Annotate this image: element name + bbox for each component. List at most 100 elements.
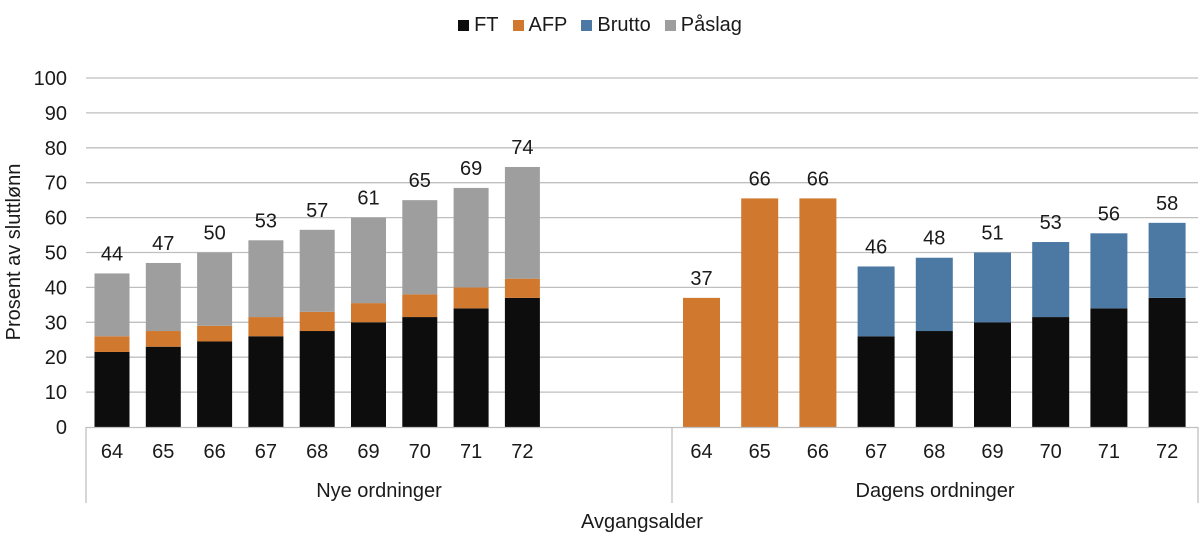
total-data-label: 65 [409,170,431,192]
total-data-label: 48 [923,228,945,250]
bar-segment-brutto [1148,222,1186,298]
x-tick-label: 72 [511,441,533,463]
bar-segment-afp [402,294,438,318]
bar-segment-ft [915,331,953,427]
x-tick-label: 67 [255,441,277,463]
bar-segment-paslag [299,229,335,312]
y-tick-label: 50 [45,243,67,265]
total-data-label: 69 [460,158,482,180]
bars [94,166,1186,427]
bar-segment-afp [248,317,284,337]
x-tick-label: 69 [981,441,1003,463]
y-tick-label: 30 [45,312,67,334]
total-data-label: 56 [1098,203,1120,225]
bar-segment-paslag [197,252,233,326]
total-data-label: 53 [1040,212,1062,234]
total-data-label: 66 [749,168,771,190]
legend-item-afp: AFP [512,14,568,37]
bar-segment-afp [299,311,335,332]
bar-segment-brutto [857,266,895,337]
legend-item-paslag: Påslag [664,14,742,37]
bar-segment-ft [974,322,1011,427]
y-tick-label: 100 [34,68,67,90]
bar-segment-paslag [145,262,181,332]
x-tick-label: 68 [306,441,328,463]
bar-segment-afp [504,278,540,298]
bar-segment-afp [799,198,837,427]
x-tick-label: 68 [923,441,945,463]
y-tick-label: 40 [45,277,67,299]
bar-segment-ft [453,308,489,427]
x-tick-label: 70 [409,441,431,463]
bar-segment-ft [402,317,438,427]
total-data-label: 44 [101,243,123,265]
x-axis-label: Avgangsalder [581,511,703,533]
bar-segment-afp [453,287,489,309]
x-tick-label: 69 [357,441,379,463]
x-tick-label: 66 [807,441,829,463]
bar-segment-ft [248,336,284,427]
bar-segment-ft [197,341,233,427]
legend-label-afp: AFP [528,14,568,36]
x-tick-label: 65 [152,441,174,463]
bar-segment-ft [1032,317,1070,427]
legend-label-brutto: Brutto [597,14,651,36]
bar-segment-paslag [453,187,489,288]
x-tick-label: 70 [1040,441,1062,463]
legend-label-paslag: Påslag [680,14,742,36]
x-tick-label: 64 [101,441,123,463]
data-labels: 44 47 50 53 57 61 65 69 74 37 66 66 46 48 51 53 56 58 [101,137,1178,290]
bar-segment-paslag [402,200,438,295]
x-tick-label: 66 [203,441,225,463]
x-tick-label: 71 [460,441,482,463]
bar-segment-brutto [974,252,1011,323]
x-tick-label: 65 [749,441,771,463]
total-data-label: 50 [203,223,225,245]
x-tick-label: 64 [690,441,712,463]
x-tick-label: 71 [1098,441,1120,463]
bar-segment-brutto [1032,242,1070,318]
total-data-label: 74 [511,137,533,159]
bar-segment-afp [145,331,181,347]
bar-segment-paslag [504,166,540,279]
bar-segment-ft [504,297,540,427]
legend-item-ft: FT [458,14,499,37]
bar-segment-ft [351,322,386,427]
x-axis: 64 65 66 67 68 69 70 71 72 Nye ordninger 64 65 66 67 6… [85,426,1199,503]
bar-segment-ft [1090,308,1128,427]
total-data-label: 53 [255,210,277,232]
x-tick-label: 67 [865,441,887,463]
bar-segment-ft [857,336,895,427]
bar-segment-ft [145,346,181,427]
y-axis-ticks: 0 10 20 30 40 50 60 70 80 90 100 [34,68,67,439]
group-label: Dagens ordninger [856,480,1015,502]
legend-swatch-afp [512,20,524,31]
bar-segment-paslag [351,217,386,304]
total-data-label: 57 [306,200,328,222]
y-tick-label: 60 [45,208,67,230]
bar-segment-paslag [248,240,284,318]
y-tick-label: 80 [45,138,67,160]
total-data-label: 51 [981,223,1003,245]
total-data-label: 47 [152,233,174,255]
bar-segment-ft [1148,297,1186,427]
y-axis-label: Prosent av sluttlønn [3,164,25,341]
legend-swatch-paslag [664,20,676,31]
bar-segment-afp [351,303,386,323]
y-tick-label: 10 [45,382,67,404]
group-label: Nye ordninger [316,480,442,502]
y-tick-label: 0 [56,417,67,439]
legend-swatch-brutto [581,20,593,31]
legend: FT AFP Brutto Påslag [0,14,1200,37]
bar-segment-ft [94,351,130,427]
bar-segment-brutto [1090,233,1128,309]
total-data-label: 58 [1156,193,1178,215]
bar-segment-paslag [94,273,130,337]
y-tick-label: 70 [45,173,67,195]
x-tick-label: 72 [1156,441,1178,463]
bar-segment-afp [741,198,779,427]
legend-swatch-ft [458,20,470,31]
total-data-label: 37 [690,268,712,290]
bar-segment-brutto [915,257,953,332]
